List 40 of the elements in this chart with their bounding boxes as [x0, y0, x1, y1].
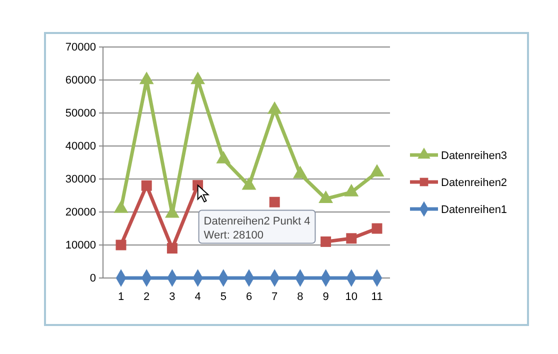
- point: [139, 72, 154, 84]
- y-tick-label: 10000: [65, 240, 96, 252]
- x-tick-label: 1: [118, 290, 124, 303]
- legend-label: Datenreihen3: [441, 150, 508, 162]
- x-tick-label: 10: [345, 290, 358, 303]
- point: [114, 200, 128, 213]
- y-tick-label: 60000: [65, 74, 96, 87]
- x-tick-label: 8: [297, 290, 304, 303]
- point: [190, 72, 206, 84]
- x-tick-label: 6: [246, 290, 252, 303]
- point: [320, 236, 332, 247]
- legend-label: Datenreihen2: [441, 177, 508, 189]
- y-tick-label: 40000: [65, 140, 96, 153]
- point: [318, 190, 334, 203]
- point: [116, 240, 126, 250]
- annotation: Datenreihen2 Punkt 4 Wert: 28100: [204, 215, 310, 242]
- x-tick-label: 9: [322, 290, 329, 303]
- x-tick-label: 7: [272, 290, 278, 303]
- point: [141, 180, 152, 191]
- point: [346, 233, 357, 244]
- point: [344, 184, 359, 196]
- point: [370, 164, 384, 177]
- x-tick-label: 11: [371, 290, 383, 303]
- x-tick-label: 3: [169, 290, 176, 303]
- point: [166, 243, 178, 254]
- legend-label: Datenreihen1: [441, 204, 508, 216]
- y-tick-label: 0: [90, 272, 96, 285]
- x-tick-label: 2: [144, 290, 150, 303]
- y-tick-label: 50000: [65, 108, 96, 120]
- point: [242, 177, 256, 190]
- x-tick-label: 4: [194, 290, 201, 303]
- y-tick-label: 30000: [65, 174, 96, 186]
- point: [372, 223, 382, 234]
- point: [292, 166, 308, 178]
- x-tick-label: 5: [220, 290, 226, 303]
- y-tick-label: 20000: [65, 206, 96, 219]
- y-tick-label: 70000: [65, 42, 96, 54]
- point: [267, 101, 282, 114]
- point: [216, 150, 231, 164]
- point: [269, 196, 280, 208]
